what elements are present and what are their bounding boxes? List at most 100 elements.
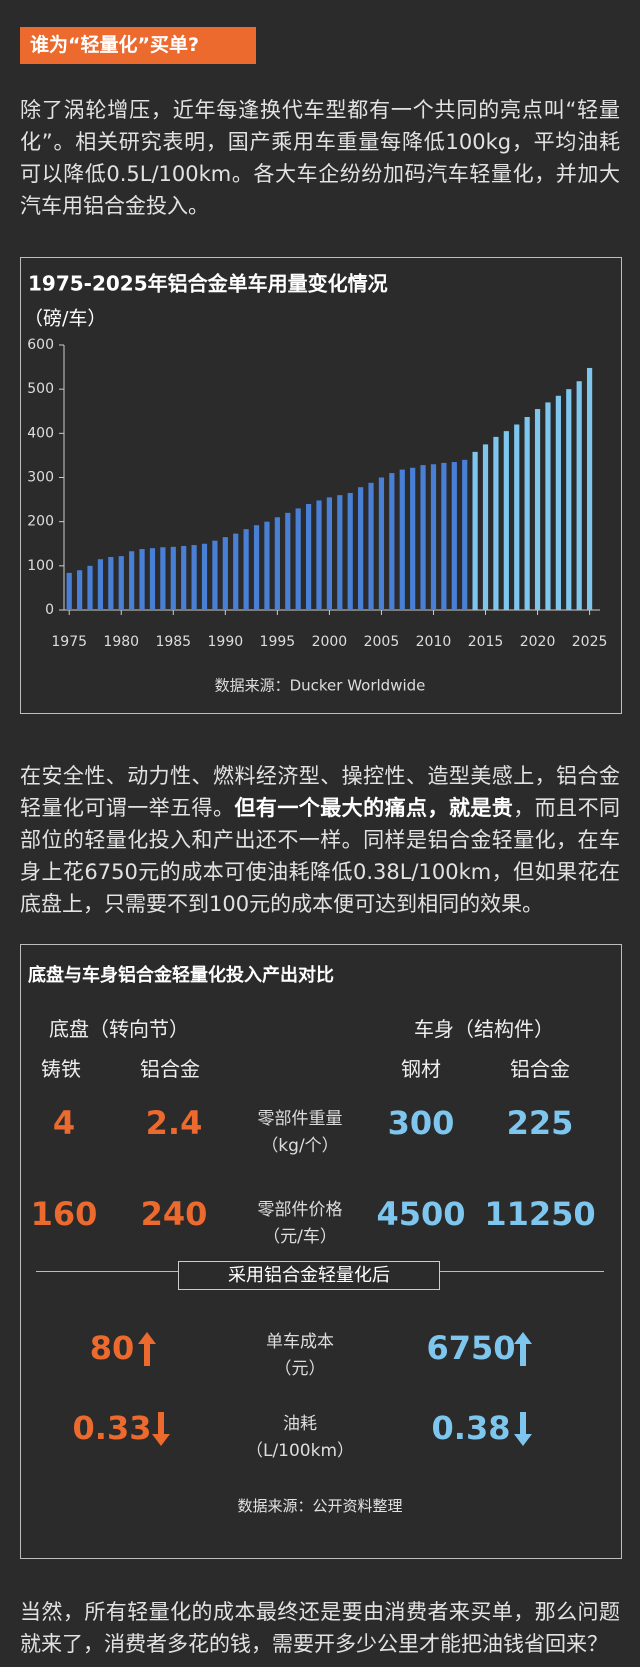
- divider-label: 采用铝合金轻量化后: [178, 1261, 440, 1290]
- value: 240: [140, 1195, 208, 1233]
- y-tick-label: 500: [27, 381, 54, 397]
- header-tag: 谁为“轻量化”买单?: [20, 27, 256, 64]
- bold-text: 但有一个最大的痛点，就是贵: [234, 796, 514, 820]
- bar: [243, 529, 249, 610]
- row-unit: （kg/个）: [261, 1136, 339, 1156]
- value: 300: [387, 1104, 455, 1142]
- bar: [493, 436, 499, 610]
- material: 铸铁: [41, 1057, 81, 1081]
- intro: 除了涡轮增压，近年每逢换代车型都有一个共同的亮点叫“轻量化”。相关研究表明，国产…: [20, 98, 620, 218]
- value: 11250: [484, 1195, 596, 1233]
- bar: [441, 462, 447, 610]
- bar: [118, 556, 124, 610]
- y-tick-label: 100: [27, 558, 54, 574]
- x-tick-label: 2020: [520, 634, 556, 650]
- bar: [305, 504, 312, 610]
- bar: [555, 395, 561, 610]
- chart: 1975-2025年铝合金单车用量变化情况 （磅/车） 数据来源：Ducker …: [24, 272, 608, 695]
- bar: [451, 462, 457, 610]
- bar: [545, 402, 551, 610]
- bar: [191, 545, 197, 610]
- x-tick-label: 2025: [572, 634, 608, 650]
- bar: [389, 473, 395, 610]
- bar: [472, 451, 478, 610]
- value: 225: [506, 1104, 574, 1142]
- table-source: 数据来源：公开资料整理: [237, 1497, 403, 1515]
- bar: [534, 409, 541, 610]
- bar: [181, 545, 187, 610]
- chart-box: [20, 257, 622, 714]
- bar: [264, 521, 270, 610]
- bar: [524, 416, 530, 610]
- table-title: 底盘与车身铝合金轻量化投入产出对比: [28, 965, 334, 986]
- bar: [87, 565, 93, 610]
- material: 钢材: [401, 1057, 441, 1081]
- bar: [368, 482, 374, 610]
- bar: [378, 477, 385, 610]
- text: 在安全性、动力性、燃料经济型、操控性、造型美感上，铝合金轻量化可谓一举五得。: [20, 764, 620, 820]
- up-arrow: [138, 1332, 156, 1366]
- bar: [160, 547, 166, 610]
- bar: [410, 467, 416, 610]
- down-arrow: [514, 1412, 532, 1446]
- bar: [430, 464, 437, 610]
- bar: [295, 508, 301, 610]
- y-tick-label: 600: [27, 337, 54, 353]
- x-tick-label: 1990: [208, 634, 244, 650]
- value: 4: [52, 1104, 76, 1142]
- row-label: 单车成本: [266, 1332, 334, 1352]
- bar: [149, 548, 156, 610]
- bar: [462, 459, 468, 610]
- table-box: [20, 944, 622, 1559]
- bar: [285, 512, 291, 610]
- outro: 当然，所有轻量化的成本最终还是要由消费者来买单，那么问题就来了，消费者多花的钱，…: [20, 1600, 620, 1656]
- bar: [253, 525, 260, 610]
- x-tick-label: 1980: [103, 634, 139, 650]
- material: 铝合金: [510, 1057, 570, 1081]
- bar: [586, 367, 593, 610]
- x-tick-label: 2000: [312, 634, 348, 650]
- bar: [347, 492, 353, 610]
- bar: [326, 497, 332, 610]
- value: 0.33: [72, 1409, 152, 1447]
- bar: [170, 546, 176, 610]
- y-label: （磅/车）: [24, 308, 106, 330]
- row-label: 零部件重量: [257, 1109, 343, 1129]
- bar: [337, 495, 343, 610]
- chart-source: 数据来源：Ducker Worldwide: [215, 677, 426, 695]
- row-unit: （元/车）: [263, 1227, 337, 1247]
- bar: [566, 389, 572, 610]
- text: ，而且不同部位的轻量化投入和产出还不一样。同样是铝合金轻量化，在车身上花6750…: [20, 796, 621, 916]
- bar: [274, 517, 280, 610]
- row-unit: （L/100km）: [245, 1441, 355, 1461]
- bar: [77, 570, 83, 610]
- row-label: 油耗: [283, 1414, 317, 1434]
- row-unit: （元）: [274, 1359, 326, 1379]
- para2: 在安全性、动力性、燃料经济型、操控性、造型美感上，铝合金轻量化可谓一举五得。但有…: [20, 760, 620, 920]
- group: 底盘（转向节）: [49, 1017, 189, 1041]
- y-tick-label: 200: [27, 514, 54, 530]
- bar: [212, 540, 218, 610]
- value: 0.38: [431, 1409, 511, 1447]
- material: 铝合金: [140, 1057, 200, 1081]
- x-tick-label: 1975: [51, 634, 87, 650]
- chart-title: 1975-2025年铝合金单车用量变化情况: [28, 272, 388, 296]
- value: 160: [30, 1195, 98, 1233]
- bar: [97, 559, 104, 610]
- value: 2.4: [145, 1104, 203, 1142]
- value: 80: [89, 1329, 135, 1367]
- group: 车身（结构件）: [414, 1017, 554, 1041]
- y-tick-label: 400: [27, 425, 54, 441]
- x-tick-label: 1995: [260, 634, 296, 650]
- row-label: 零部件价格: [257, 1200, 343, 1220]
- value: 4500: [376, 1195, 466, 1233]
- bar: [514, 424, 520, 610]
- y-tick-label: 0: [45, 602, 54, 618]
- y-tick-label: 300: [27, 470, 54, 486]
- up-arrow: [514, 1332, 532, 1366]
- bar: [233, 533, 239, 610]
- bar: [358, 487, 364, 610]
- bar: [399, 469, 405, 610]
- value: 6750: [426, 1329, 516, 1367]
